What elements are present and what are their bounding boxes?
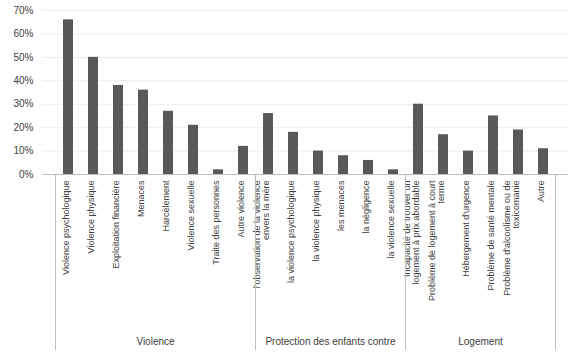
svg-text:la violence physique: la violence physique: [311, 181, 321, 262]
svg-text:Exploitation financière: Exploitation financière: [111, 181, 121, 269]
svg-text:les menaces: les menaces: [336, 180, 346, 231]
svg-text:20%: 20%: [13, 122, 33, 133]
svg-text:10%: 10%: [13, 145, 33, 156]
svg-text:Problème d'alcoolisme ou detox: Problème d'alcoolisme ou detoxicomanie: [502, 181, 521, 296]
svg-text:Autre violence: Autre violence: [236, 181, 246, 238]
svg-text:Violence: Violence: [136, 336, 175, 347]
svg-text:Incapacité de trouver unlogeme: Incapacité de trouver unlogement à prix …: [402, 181, 421, 285]
svg-text:50%: 50%: [13, 52, 33, 63]
svg-text:Problème de logement à courtte: Problème de logement à courtterme: [427, 180, 446, 301]
svg-text:30%: 30%: [13, 98, 33, 109]
svg-text:40%: 40%: [13, 75, 33, 86]
svg-text:Violence physique: Violence physique: [86, 181, 96, 254]
svg-text:l'observation de la violenceen: l'observation de la violenceenvers la mè…: [252, 181, 271, 289]
svg-text:la violence sexuelle: la violence sexuelle: [386, 181, 396, 259]
svg-text:Violence psychologique: Violence psychologique: [61, 181, 71, 275]
svg-text:Harcèlement: Harcèlement: [161, 180, 171, 232]
svg-text:60%: 60%: [13, 28, 33, 39]
svg-text:70%: 70%: [13, 5, 33, 16]
svg-text:Protection des enfants contre: Protection des enfants contre: [265, 336, 396, 347]
svg-text:Logement: Logement: [458, 336, 503, 347]
svg-text:la violence psychologique: la violence psychologique: [286, 181, 296, 284]
svg-text:Problème de santé mentale: Problème de santé mentale: [486, 181, 496, 291]
svg-text:Violence sexuelle: Violence sexuelle: [186, 181, 196, 251]
svg-text:Autre: Autre: [536, 181, 546, 203]
svg-text:Menaces: Menaces: [136, 180, 146, 217]
svg-text:Hébergement d'urgence: Hébergement d'urgence: [461, 181, 471, 277]
svg-text:0%: 0%: [19, 169, 34, 180]
svg-text:Traite des personnes: Traite des personnes: [211, 180, 221, 265]
svg-text:la négligence: la négligence: [361, 181, 371, 234]
